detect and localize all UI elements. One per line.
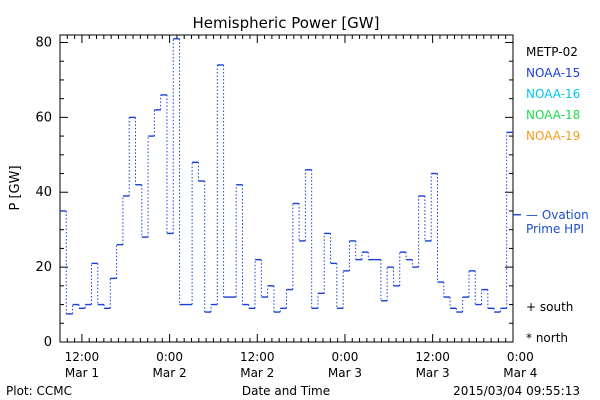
south-marker-label: + south	[526, 300, 573, 314]
timestamp: 2015/03/04 09:55:13	[453, 384, 580, 398]
x-tick-labels: 12:00 Mar 1 0:00 Mar 2 12:00 Mar 2 0:00 Mar 3 12…	[65, 350, 538, 380]
plot-frame	[59, 34, 514, 343]
y-tick-label: 40	[35, 185, 52, 200]
x-tick-date: Mar 2	[153, 366, 187, 380]
x-tick-time: 12:00	[240, 350, 275, 364]
series-group	[60, 38, 513, 315]
x-tick-date: Mar 3	[328, 366, 362, 380]
y-tick-label: 60	[35, 110, 52, 125]
legend-entry: NOAA-16	[526, 87, 580, 101]
y-tick-label: 0	[44, 335, 52, 350]
y-tick-label: 80	[35, 35, 52, 50]
legend: METP-02 NOAA-15 NOAA-16 NOAA-18 NOAA-19	[526, 45, 580, 143]
plot-credit: Plot: CCMC	[6, 384, 72, 398]
x-axis-label: Date and Time	[242, 384, 330, 398]
legend-entry: NOAA-19	[526, 129, 580, 143]
legend-entry: NOAA-15	[526, 66, 580, 80]
x-tick-date: Mar 1	[65, 366, 99, 380]
axes: 0 20 40 60 80	[35, 34, 521, 350]
x-tick-date: Mar 3	[416, 366, 450, 380]
north-marker-label: * north	[526, 331, 568, 345]
x-tick-time: 12:00	[65, 350, 100, 364]
x-tick-time: 0:00	[331, 350, 358, 364]
x-tick-time: 0:00	[156, 350, 183, 364]
chart-title: Hemispheric Power [GW]	[193, 14, 380, 32]
y-tick-label: 20	[35, 260, 52, 275]
x-tick-date: Mar 4	[503, 366, 537, 380]
x-tick-time: 0:00	[507, 350, 534, 364]
ovation-label-1: — Ovation	[526, 208, 589, 222]
legend-entry: METP-02	[526, 45, 578, 59]
legend-entry: NOAA-18	[526, 108, 580, 122]
ovation-label-2: Prime HPI	[526, 222, 584, 236]
y-axis-label: P [GW]	[8, 165, 23, 210]
x-tick-time: 12:00	[415, 350, 450, 364]
x-tick-date: Mar 2	[240, 366, 274, 380]
